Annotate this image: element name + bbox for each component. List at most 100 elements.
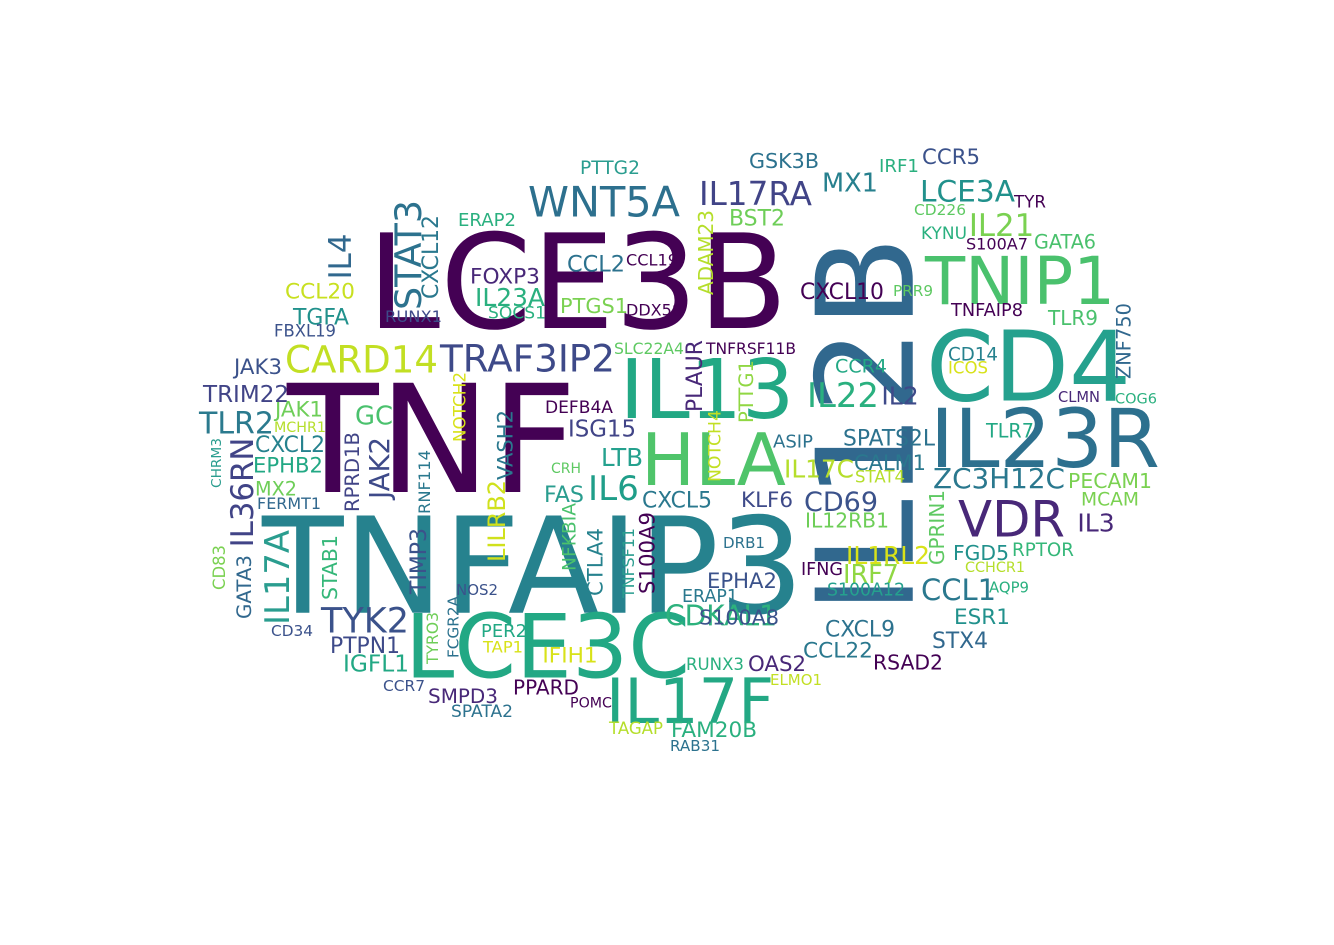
- word-mchr1: MCHR1: [274, 419, 326, 436]
- word-lce3a: LCE3A: [920, 174, 1015, 209]
- word-oas2: OAS2: [748, 651, 806, 677]
- word-calm1: CALM1: [854, 451, 926, 476]
- word-gc: GC: [355, 401, 393, 432]
- word-il21: IL21: [968, 208, 1035, 245]
- word-notch2: NOTCH2: [449, 372, 470, 442]
- word-rsad2: RSAD2: [872, 650, 944, 675]
- word-tnfaip8: TNFAIP8: [951, 301, 1023, 322]
- word-fbxl19: FBXL19: [274, 321, 336, 341]
- word-tnfsf11: TNFSF11: [619, 528, 639, 598]
- word-per2: PER2: [481, 621, 527, 643]
- word-hla: HLA: [641, 418, 786, 503]
- word-cxcl5: CXCL5: [642, 488, 712, 514]
- word-chrm3: CHRM3: [209, 438, 226, 488]
- word-ccr5: CCR5: [922, 144, 980, 170]
- word-il23a: IL23A: [475, 283, 545, 313]
- word-ppard: PPARD: [513, 675, 579, 700]
- word-ddx58: DDX58: [625, 300, 683, 320]
- word-cd226: CD226: [914, 200, 966, 219]
- word-ltb: LTB: [601, 442, 643, 472]
- word-il17a: IL17A: [258, 530, 298, 625]
- word-mx1: MX1: [822, 168, 878, 199]
- word-irf7: IRF7: [843, 558, 899, 589]
- word-mcam: MCAM: [1081, 489, 1139, 511]
- word-s100a8: S100A8: [699, 605, 779, 630]
- word-tap1: TAP1: [483, 637, 523, 657]
- word-drb1: DRB1: [723, 533, 765, 552]
- word-zc3h12c: ZC3H12C: [933, 462, 1065, 496]
- word-plaur: PLAUR: [683, 339, 709, 413]
- word-tnfaip3: TNFAIP3: [262, 489, 804, 645]
- word-crh: CRH: [551, 461, 581, 478]
- word-ifng: IFNG: [801, 560, 843, 581]
- word-wnt5a: WNT5A: [528, 178, 680, 227]
- word-stat4: STAT4: [855, 467, 905, 487]
- word-ccl22: CCL22: [803, 638, 873, 664]
- word-isg15: ISG15: [568, 416, 636, 443]
- word-cd34: CD34: [271, 621, 313, 640]
- word-spata2: SPATA2: [451, 701, 513, 722]
- word-ptpn1: PTPN1: [330, 634, 400, 660]
- word-rptor: RPTOR: [1012, 539, 1074, 561]
- word-fam20b: FAM20B: [670, 718, 758, 744]
- word-ccl1: CCL1: [921, 573, 996, 608]
- word-tyro3: TYRO3: [424, 612, 443, 664]
- word-vdr: VDR: [958, 490, 1065, 549]
- word-ifih1: IFIH1: [542, 643, 598, 669]
- word-cd69: CD69: [804, 487, 878, 518]
- word-igfl1: IGFL1: [343, 650, 409, 678]
- word-cxcl12: CXCL12: [419, 215, 445, 299]
- word-asip: ASIP: [772, 431, 814, 453]
- word-aqp9: AQP9: [988, 578, 1030, 597]
- word-erap2: ERAP2: [458, 209, 516, 231]
- word-il12rb1: IL12RB1: [805, 508, 889, 533]
- word-epha2: EPHA2: [707, 567, 777, 593]
- word-gata3: GATA3: [233, 555, 257, 619]
- word-tlr9: TLR9: [1048, 306, 1098, 330]
- word-znf750: ZNF750: [1112, 303, 1136, 379]
- word-fgd5: FGD5: [953, 540, 1009, 565]
- word-jak3: JAK3: [234, 354, 282, 380]
- word-tlr2: TLR2: [199, 406, 274, 442]
- word-cd14: CD14: [948, 344, 998, 366]
- word-cdkal1: CDKAL1: [665, 599, 777, 633]
- word-ccl2: CCL2: [567, 251, 625, 278]
- word-rprd1b: RPRD1B: [341, 432, 365, 512]
- word-runx3: RUNX3: [686, 655, 744, 675]
- word-bst2: BST2: [729, 206, 785, 232]
- word-clmn: CLMN: [1057, 389, 1101, 407]
- word-icos: ICOS: [948, 358, 988, 378]
- word-gprin1: GPRIN1: [925, 490, 950, 565]
- word-il2: IL2: [881, 381, 919, 411]
- word-tnf: TNF: [287, 354, 577, 529]
- word-nos2: NOS2: [455, 581, 499, 600]
- word-gsk3b: GSK3B: [749, 149, 819, 174]
- word-kynu: KYNU: [921, 223, 967, 244]
- word-elmo1: ELMO1: [769, 671, 823, 690]
- word-il17ra: IL17RA: [699, 175, 812, 214]
- word-pttg1: PTTG1: [735, 359, 759, 424]
- word-jak1: JAK1: [275, 397, 323, 423]
- word-gata6: GATA6: [1034, 230, 1096, 254]
- word-ccr7: CCR7: [383, 676, 425, 695]
- word-cd83: CD83: [209, 544, 229, 591]
- word-cchcr1: CCHCR1: [965, 559, 1025, 576]
- word-ctla4: CTLA4: [582, 528, 608, 596]
- word-il22: IL22: [807, 376, 879, 416]
- word-tnip1: TNIP1: [925, 244, 1115, 321]
- word-stab1: STAB1: [317, 535, 342, 600]
- word-pomc: POMC: [570, 695, 612, 712]
- word-il17c: IL17C: [784, 454, 854, 484]
- word-card14: CARD14: [285, 338, 438, 382]
- word-rab31: RAB31: [670, 736, 720, 755]
- word-vash2: VASH2: [492, 410, 518, 480]
- word-foxp3: FOXP3: [470, 264, 540, 290]
- word-ptgs1: PTGS1: [560, 294, 628, 319]
- word-il3: IL3: [1077, 508, 1115, 538]
- word-mx2: MX2: [255, 477, 297, 501]
- word-runx1: RUNX1: [385, 306, 442, 326]
- word-trim22: TRIM22: [203, 381, 289, 408]
- word-stx4: STX4: [932, 629, 988, 655]
- word-ccl20: CCL20: [285, 279, 355, 305]
